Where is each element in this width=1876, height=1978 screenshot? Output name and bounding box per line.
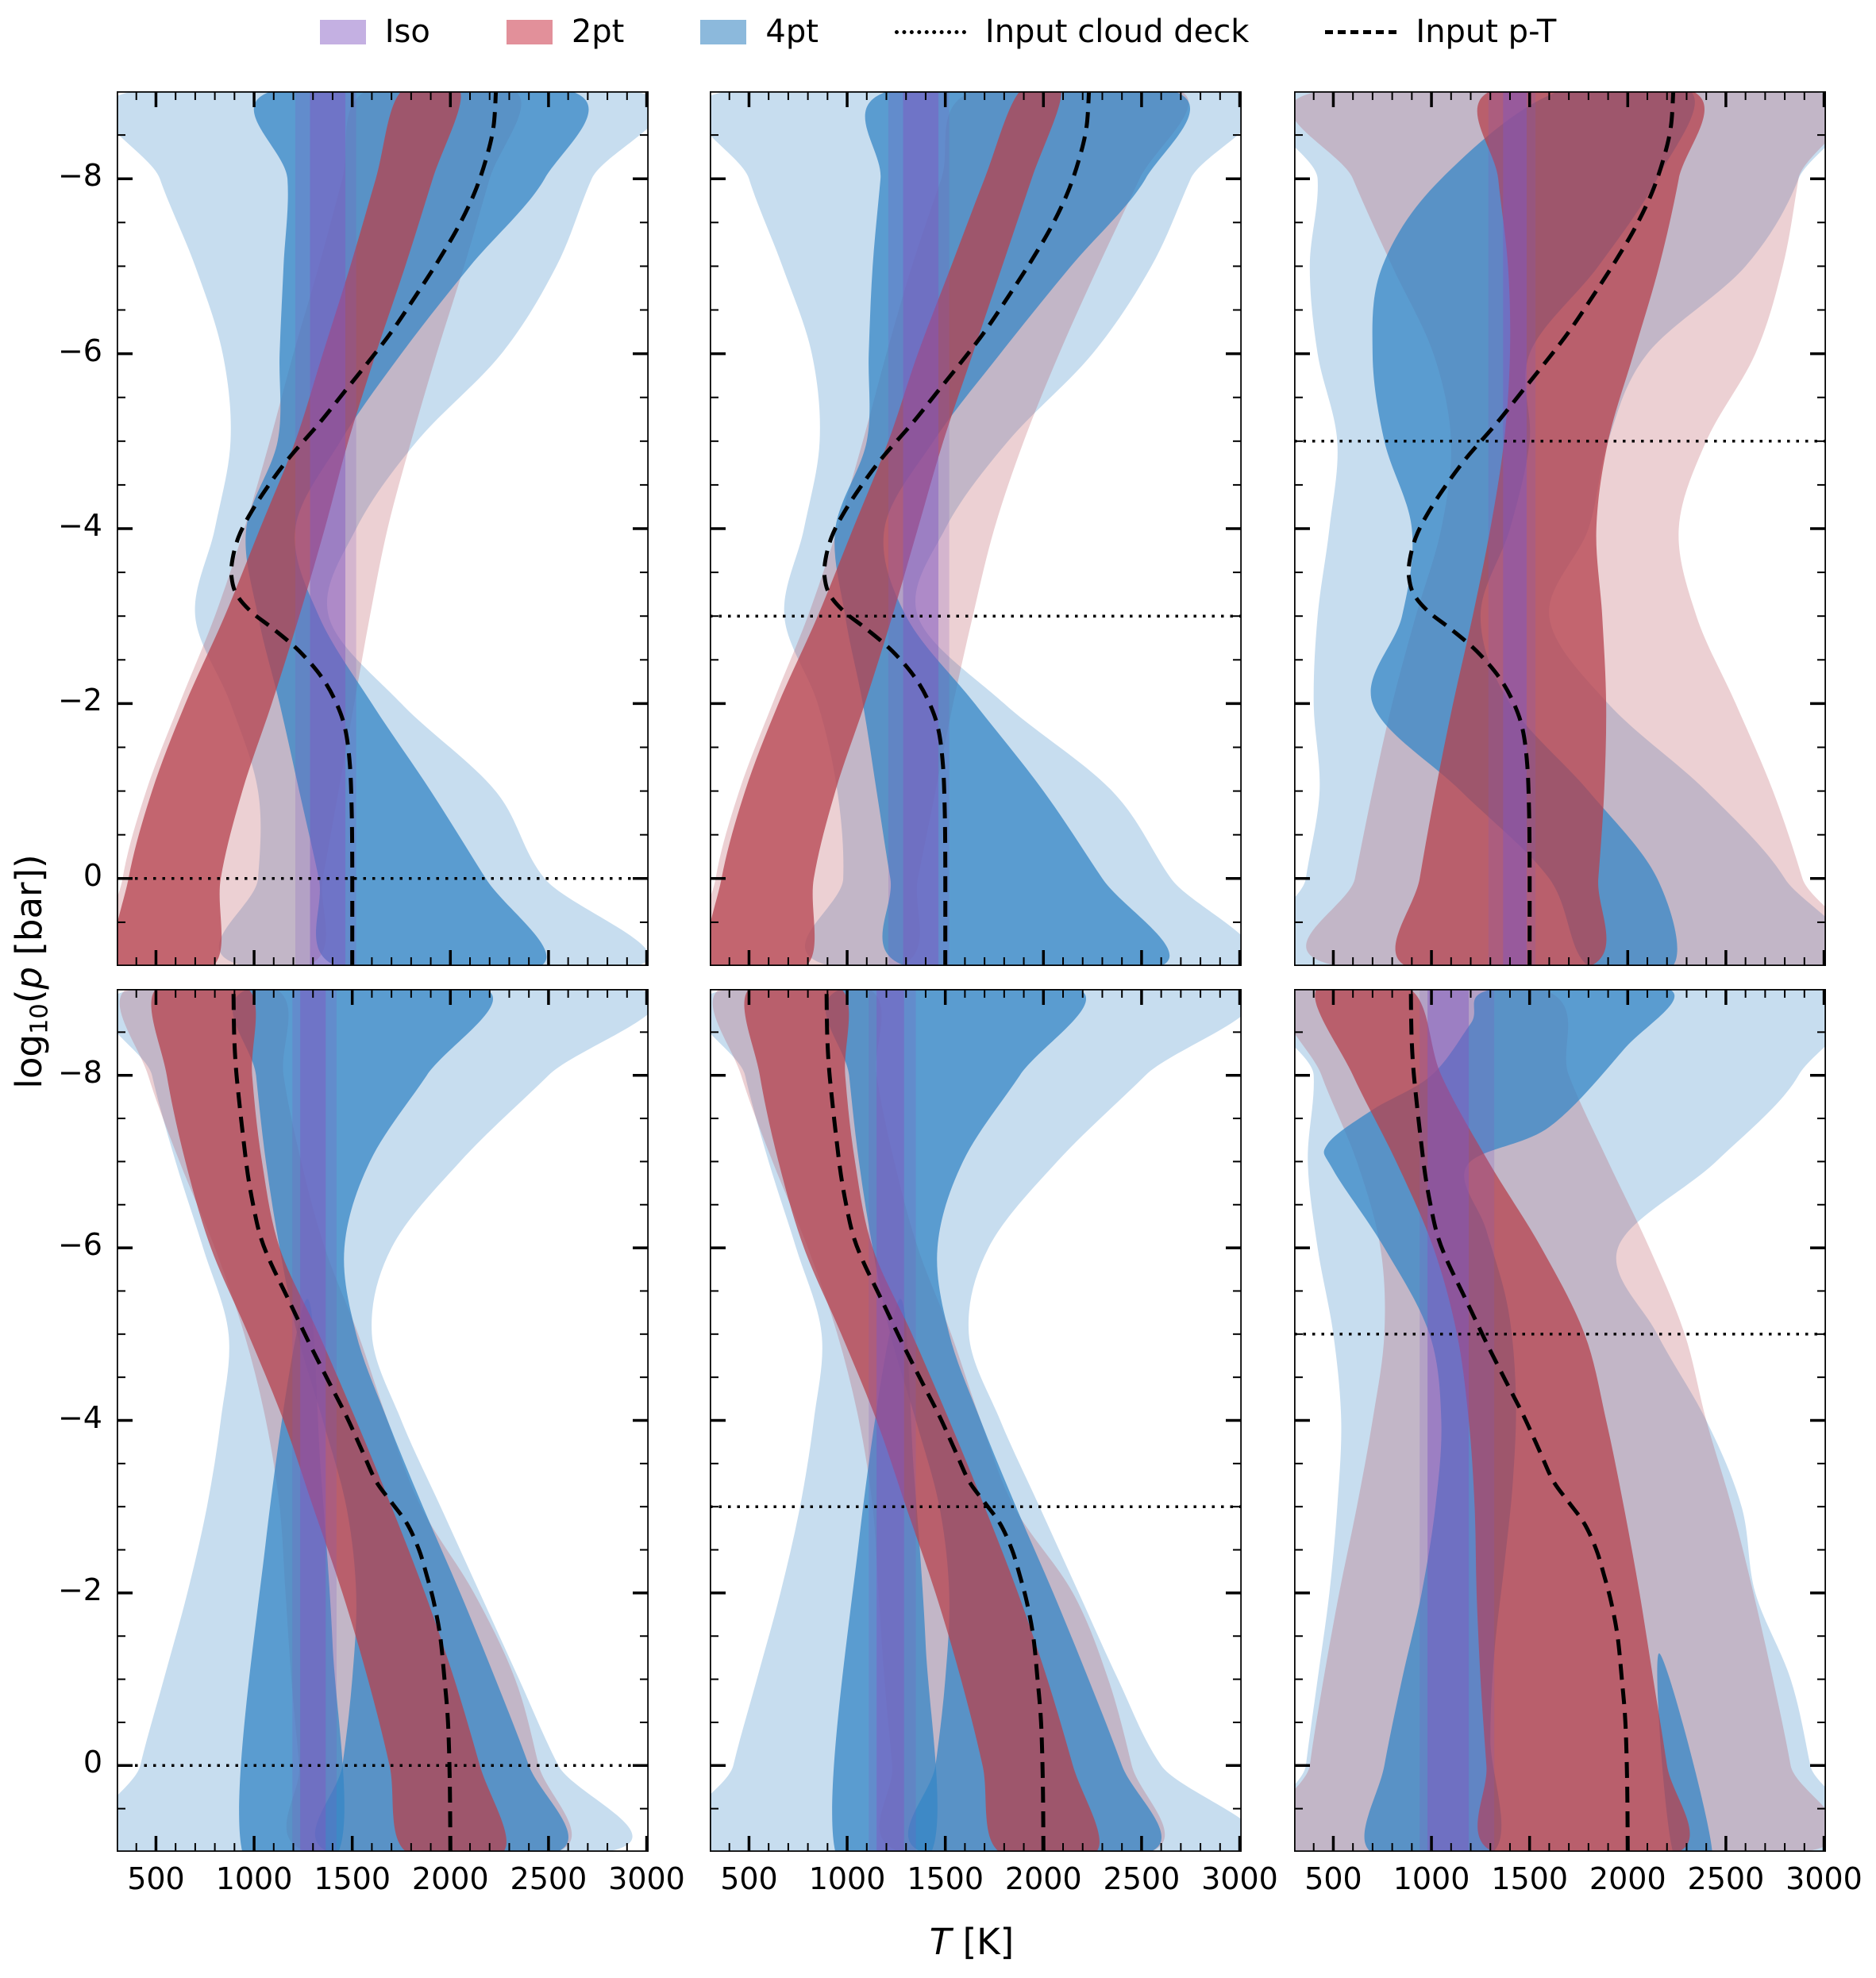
confidence-band-pt2_1s-top-left bbox=[117, 91, 461, 966]
confidence-band-pt4_1s-top-left bbox=[245, 91, 589, 966]
legend: Iso 2pt 4pt Input cloud deck Input p-T bbox=[0, 10, 1876, 54]
x-tick-label-3000: 3000 bbox=[1785, 1861, 1863, 1896]
confidence-band-iso_2s-bottom-left bbox=[292, 989, 337, 1852]
confidence-band-iso_2s-top-middle bbox=[888, 91, 950, 966]
x-tick-label-2500: 2500 bbox=[510, 1861, 587, 1896]
panel-bottom-middle: 500 1000 1500 2000 2500 3000 bbox=[710, 989, 1278, 1896]
y-tick-label-0: 0 bbox=[83, 857, 102, 893]
panel-top-left: −8 −6 −4 −2 0 bbox=[58, 91, 649, 966]
panel-top-left-plot bbox=[117, 91, 649, 966]
legend-item-4pt: 4pt bbox=[700, 10, 819, 54]
confidence-band-pt4_1s-top-middle bbox=[834, 91, 1190, 966]
4pt-color-swatch bbox=[700, 19, 747, 44]
panel-top-right bbox=[1294, 91, 1826, 966]
confidence-band-pt2_1s-bottom-right bbox=[1315, 989, 1690, 1852]
panel-bottom-middle-plot bbox=[710, 989, 1242, 1852]
panel-top-middle bbox=[710, 91, 1242, 966]
y-axis-label: log10(p [bar]) bbox=[8, 854, 54, 1089]
confidence-band-iso_1s-bottom-right bbox=[1427, 989, 1470, 1852]
confidence-band-pt2_1s-top-middle bbox=[710, 91, 1061, 966]
x-tick-label-1000: 1000 bbox=[215, 1861, 293, 1896]
confidence-band-pt2_1s-bottom-middle bbox=[744, 989, 1100, 1852]
confidence-band-iso_1s-top-right bbox=[1503, 91, 1527, 966]
x-tick-label-3000: 3000 bbox=[1201, 1861, 1278, 1896]
input-pt-curve-top-right bbox=[1406, 91, 1676, 966]
iso-color-swatch bbox=[319, 19, 366, 44]
input-pt-curve-top-left bbox=[229, 91, 499, 966]
dotted-line-sample-icon bbox=[894, 29, 966, 34]
2pt-color-swatch bbox=[506, 19, 553, 44]
x-tick-label-1000: 1000 bbox=[1393, 1861, 1470, 1896]
input-pt-curve-top-middle bbox=[822, 91, 1092, 966]
y-tick-label--2: −2 bbox=[57, 683, 102, 718]
x-tick-label-2000: 2000 bbox=[1004, 1861, 1082, 1896]
x-tick-label-500: 500 bbox=[1304, 1861, 1362, 1896]
panel-top-middle-plot bbox=[710, 91, 1242, 966]
y-tick-label--2: −2 bbox=[57, 1572, 102, 1607]
y-tick-label--4: −4 bbox=[57, 508, 102, 543]
legend-label-iso: Iso bbox=[384, 13, 430, 50]
x-tick-label-1000: 1000 bbox=[808, 1861, 886, 1896]
legend-label-cloud-deck: Input cloud deck bbox=[984, 13, 1250, 50]
x-tick-label-3000: 3000 bbox=[608, 1861, 685, 1896]
y-tick-label--6: −6 bbox=[57, 1227, 102, 1263]
y-tick-label--4: −4 bbox=[57, 1399, 102, 1435]
x-tick-label-2500: 2500 bbox=[1687, 1861, 1765, 1896]
y-tick-label--6: −6 bbox=[57, 333, 102, 368]
confidence-band-pt4_1s-bottom-left bbox=[232, 989, 569, 1852]
panel-bottom-left-plot bbox=[117, 989, 649, 1852]
panel-bottom-right-plot bbox=[1294, 989, 1826, 1852]
x-tick-label-500: 500 bbox=[127, 1861, 185, 1896]
panel-top-right-plot bbox=[1294, 91, 1826, 966]
panel-bottom-left: 500 1000 1500 2000 2500 3000 −8 −6 −4 −2 0 bbox=[58, 989, 685, 1896]
confidence-band-pt2_1s-top-right bbox=[1395, 91, 1705, 966]
x-tick-label-1500: 1500 bbox=[1491, 1861, 1569, 1896]
x-tick-label-2500: 2500 bbox=[1103, 1861, 1181, 1896]
input-pt-curve-bottom-middle bbox=[824, 989, 1046, 1852]
confidence-band-iso_1s-bottom-middle bbox=[876, 989, 904, 1852]
legend-label-4pt: 4pt bbox=[765, 13, 819, 50]
confidence-band-iso_2s-bottom-middle bbox=[869, 989, 916, 1852]
confidence-band-iso_2s-top-left bbox=[295, 91, 356, 966]
confidence-band-iso_2s-top-right bbox=[1488, 91, 1536, 966]
dashed-line-sample-icon bbox=[1325, 29, 1397, 34]
legend-label-input-pt: Input p-T bbox=[1416, 13, 1557, 50]
legend-item-cloud-deck: Input cloud deck bbox=[894, 10, 1250, 54]
legend-item-input-pt: Input p-T bbox=[1325, 10, 1556, 54]
input-pt-curve-bottom-left bbox=[231, 989, 453, 1852]
x-tick-label-2000: 2000 bbox=[411, 1861, 489, 1896]
x-tick-label-500: 500 bbox=[720, 1861, 778, 1896]
y-tick-label--8: −8 bbox=[57, 1054, 102, 1090]
confidence-band-iso_2s-bottom-right bbox=[1420, 989, 1495, 1852]
x-tick-label-1500: 1500 bbox=[314, 1861, 391, 1896]
confidence-band-pt2_1s-bottom-left bbox=[151, 989, 507, 1852]
legend-item-2pt: 2pt bbox=[506, 10, 625, 54]
confidence-band-pt4_1s-bottom-middle bbox=[825, 989, 1162, 1852]
confidence-band-iso_1s-bottom-left bbox=[300, 989, 326, 1852]
legend-label-2pt: 2pt bbox=[571, 13, 625, 50]
x-tick-label-2000: 2000 bbox=[1589, 1861, 1666, 1896]
y-tick-label--8: −8 bbox=[57, 158, 102, 194]
x-axis-label: T [K] bbox=[929, 1921, 1015, 1963]
input-pt-curve-bottom-right bbox=[1408, 989, 1630, 1852]
legend-item-iso: Iso bbox=[319, 10, 430, 54]
confidence-band-iso_1s-top-left bbox=[310, 91, 346, 966]
confidence-band-iso_1s-top-middle bbox=[903, 91, 939, 966]
x-tick-label-1500: 1500 bbox=[907, 1861, 984, 1896]
panel-bottom-right: 500 1000 1500 2000 2500 3000 bbox=[1294, 989, 1863, 1896]
y-tick-label-0: 0 bbox=[83, 1745, 102, 1780]
